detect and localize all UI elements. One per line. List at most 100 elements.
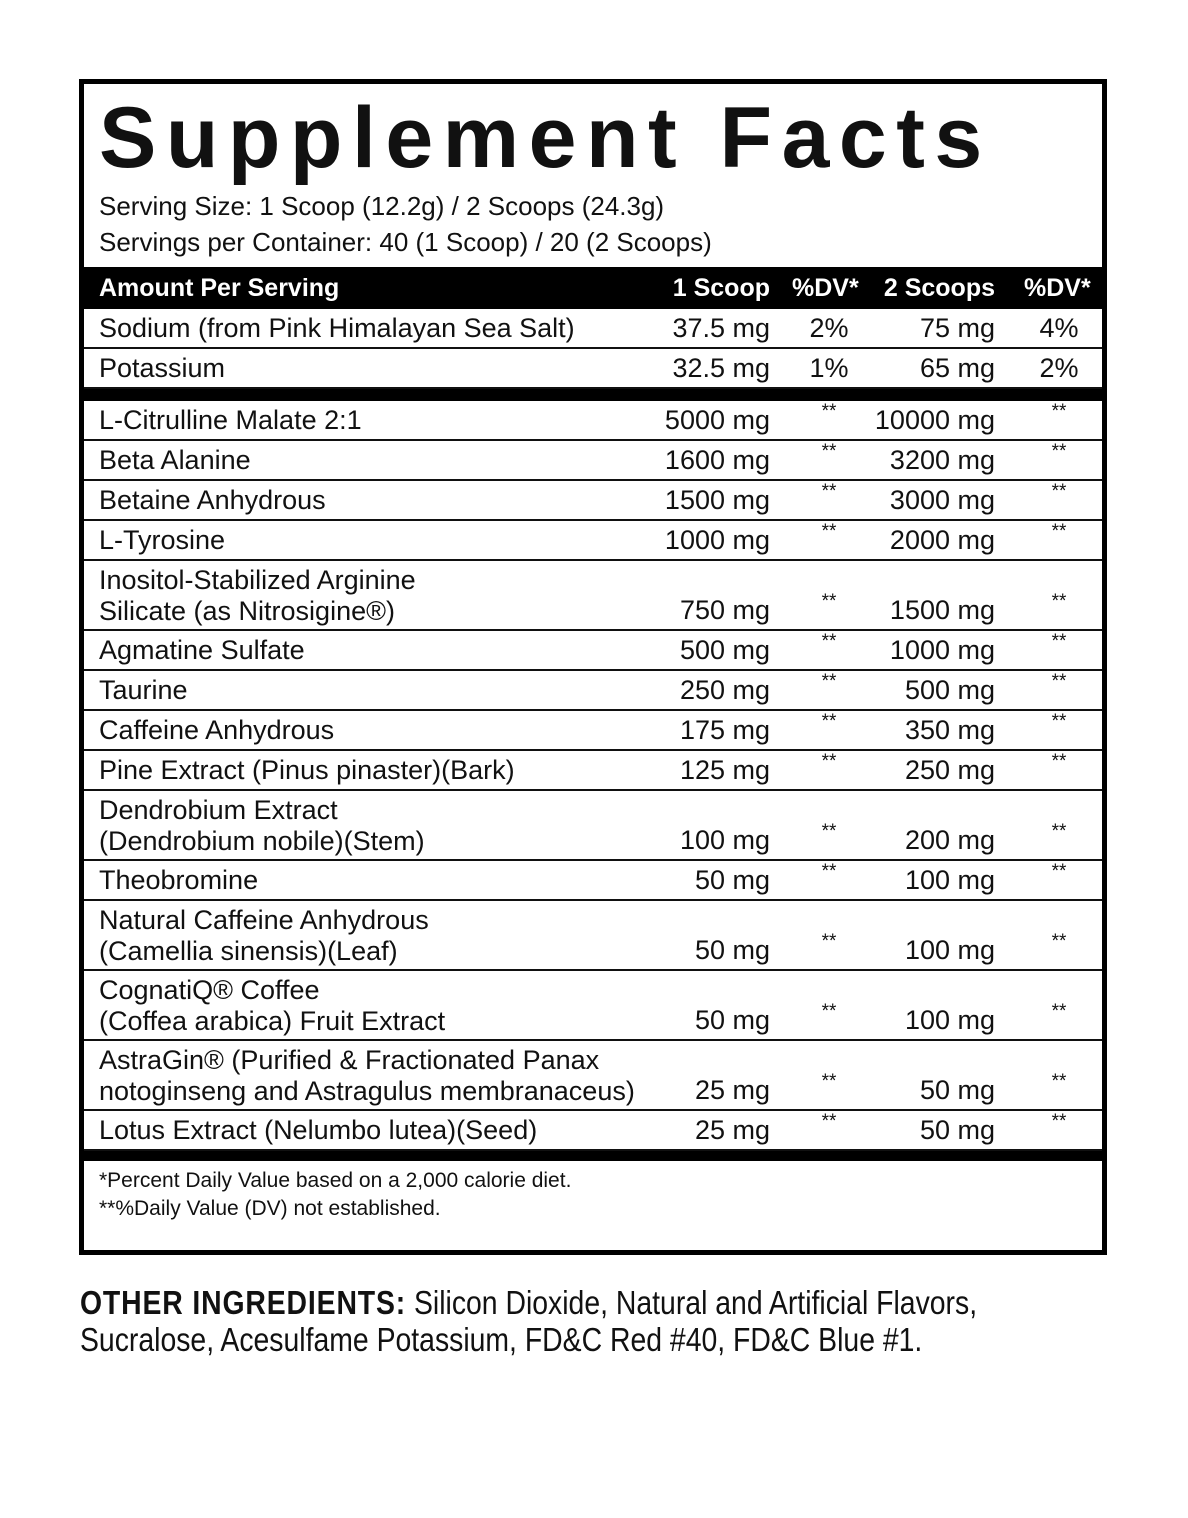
- footnote-dv: *Percent Daily Value based on a 2,000 ca…: [99, 1169, 572, 1192]
- table-row: Theobromine 50 mg ** 100 mg **: [84, 861, 1102, 901]
- ingredient-name-line: Caffeine Anhydrous: [99, 715, 335, 745]
- table-row: Natural Caffeine Anhydrous (Camellia sine…: [84, 901, 1102, 971]
- amount-1-scoop: 37.5 mg: [672, 313, 770, 343]
- ingredient-name: Lotus Extract (Nelumbo lutea)(Seed): [99, 1115, 537, 1146]
- dv-1-scoop: **: [821, 631, 837, 652]
- ingredient-name-line: Dendrobium Extract: [99, 795, 338, 825]
- table-row: CognatiQ® Coffee (Coffea arabica) Fruit E…: [84, 971, 1102, 1041]
- amount-1-scoop: 1000 mg: [664, 525, 770, 555]
- dv-1-scoop: **: [821, 821, 837, 842]
- table-row: Beta Alanine 1600 mg ** 3200 mg **: [84, 441, 1102, 481]
- ingredient-name: Agmatine Sulfate: [99, 635, 305, 666]
- ingredient-name-line: AstraGin® (Purified & Fractionated Panax: [99, 1045, 600, 1075]
- dv-1-scoop: **: [821, 711, 837, 732]
- table-row: Dendrobium Extract (Dendrobium nobile)(St…: [84, 791, 1102, 861]
- other-ingredients: OTHER INGREDIENTS: Silicon Dioxide, Natu…: [80, 1284, 977, 1358]
- dv-2-scoops: **: [1051, 711, 1067, 732]
- ingredient-name: L-Tyrosine: [99, 525, 225, 556]
- ingredient-name-line: Beta Alanine: [99, 445, 251, 475]
- ingredient-name: Taurine: [99, 675, 188, 706]
- amount-1-scoop: 500 mg: [679, 635, 770, 665]
- table-row: AstraGin® (Purified & Fractionated Panax…: [84, 1041, 1102, 1111]
- ingredient-name: Dendrobium Extract (Dendrobium nobile)(St…: [99, 795, 425, 857]
- amount-2-scoops: 100 mg: [904, 1005, 995, 1035]
- amount-1-scoop: 750 mg: [679, 595, 770, 625]
- amount-1-scoop: 25 mg: [694, 1115, 770, 1145]
- minerals-section: Sodium (from Pink Himalayan Sea Salt) 37.…: [84, 309, 1102, 389]
- amount-1-scoop: 1600 mg: [664, 445, 770, 475]
- amount-2-scoops: 1500 mg: [889, 595, 995, 625]
- ingredient-name-line: notoginseng and Astragulus membranaceus): [99, 1076, 635, 1106]
- amount-1-scoop: 250 mg: [679, 675, 770, 705]
- table-row: Pine Extract (Pinus pinaster)(Bark) 125 m…: [84, 751, 1102, 791]
- dv-1-scoop: **: [821, 441, 837, 462]
- dv-1-scoop: **: [821, 521, 837, 542]
- dv-2-scoops: **: [1051, 441, 1067, 462]
- dv-1-scoop: **: [821, 751, 837, 772]
- ingredient-name-line: (Camellia sinensis)(Leaf): [99, 936, 398, 966]
- table-row: Potassium 32.5 mg 1% 65 mg 2%: [84, 349, 1102, 389]
- dv-2-scoops: **: [1051, 1071, 1067, 1092]
- ingredient-name-line: Taurine: [99, 675, 188, 705]
- amount-2-scoops: 10000 mg: [874, 405, 995, 435]
- amount-1-scoop: 1500 mg: [664, 485, 770, 515]
- ingredient-name: Beta Alanine: [99, 445, 251, 476]
- ingredient-name-line: CognatiQ® Coffee: [99, 975, 320, 1005]
- dv-2-scoops: **: [1051, 1111, 1067, 1132]
- amount-1-scoop: 50 mg: [694, 1005, 770, 1035]
- panel-title: Supplement Facts: [99, 90, 992, 186]
- dv-2-scoops: **: [1051, 671, 1067, 692]
- ingredient-name: Potassium: [99, 353, 225, 384]
- ingredient-name-line: Sodium (from Pink Himalayan Sea Salt): [99, 313, 575, 343]
- ingredient-name-line: Natural Caffeine Anhydrous: [99, 905, 429, 935]
- header-1-scoop: 1 Scoop: [672, 274, 770, 302]
- amount-1-scoop: 32.5 mg: [672, 353, 770, 383]
- amount-1-scoop: 25 mg: [694, 1075, 770, 1105]
- header-amount: Amount Per Serving: [99, 274, 340, 302]
- amount-2-scoops: 65 mg: [919, 353, 995, 383]
- amount-2-scoops: 500 mg: [904, 675, 995, 705]
- dv-2-scoops: **: [1051, 861, 1067, 882]
- dv-1-scoop: 2%: [809, 313, 849, 343]
- ingredient-name: CognatiQ® Coffee (Coffea arabica) Fruit E…: [99, 975, 445, 1037]
- amount-2-scoops: 1000 mg: [889, 635, 995, 665]
- ingredient-name: Betaine Anhydrous: [99, 485, 326, 516]
- other-ingredients-label: OTHER INGREDIENTS:: [80, 1284, 407, 1321]
- section-divider: [84, 389, 1102, 401]
- dv-2-scoops: **: [1051, 931, 1067, 952]
- ingredient-name: Caffeine Anhydrous: [99, 715, 334, 746]
- ingredient-name: Inositol-Stabilized Arginine Silicate (as…: [99, 565, 416, 627]
- ingredient-name: Theobromine: [99, 865, 258, 896]
- amount-2-scoops: 100 mg: [904, 865, 995, 895]
- ingredient-name-line: Theobromine: [99, 865, 259, 895]
- dv-1-scoop: **: [821, 481, 837, 502]
- table-row: L-Tyrosine 1000 mg ** 2000 mg **: [84, 521, 1102, 561]
- other-ingredients-line2: Sucralose, Acesulfame Potassium, FD&C Re…: [80, 1321, 923, 1358]
- amount-2-scoops: 2000 mg: [889, 525, 995, 555]
- ingredients-section: L-Citrulline Malate 2:1 5000 mg ** 10000 mg…: [84, 401, 1102, 1151]
- ingredient-name-line: Pine Extract (Pinus pinaster)(Bark): [99, 755, 515, 785]
- dv-1-scoop: **: [821, 1071, 837, 1092]
- dv-2-scoops: **: [1051, 481, 1067, 502]
- table-row: Sodium (from Pink Himalayan Sea Salt) 37.…: [84, 309, 1102, 349]
- ingredient-name-line: L-Tyrosine: [99, 525, 226, 555]
- dv-2-scoops: **: [1051, 821, 1067, 842]
- amount-2-scoops: 350 mg: [904, 715, 995, 745]
- dv-1-scoop: **: [821, 931, 837, 952]
- ingredient-name: Natural Caffeine Anhydrous (Camellia sine…: [99, 905, 429, 967]
- table-row: Lotus Extract (Nelumbo lutea)(Seed) 25 mg…: [84, 1111, 1102, 1151]
- dv-1-scoop: **: [821, 861, 837, 882]
- ingredient-name-line: Potassium: [99, 353, 226, 383]
- dv-2-scoops: **: [1051, 591, 1067, 612]
- serving-size: Serving Size: 1 Scoop (12.2g) / 2 Scoops…: [99, 191, 665, 221]
- footnote-not-established: **%Daily Value (DV) not established.: [99, 1197, 441, 1220]
- ingredient-name: L-Citrulline Malate 2:1: [99, 405, 362, 436]
- amount-1-scoop: 125 mg: [679, 755, 770, 785]
- table-row: Agmatine Sulfate 500 mg ** 1000 mg **: [84, 631, 1102, 671]
- ingredient-name: AstraGin® (Purified & Fractionated Panax…: [99, 1045, 635, 1107]
- amount-2-scoops: 250 mg: [904, 755, 995, 785]
- dv-2-scoops: **: [1051, 401, 1067, 422]
- dv-2-scoops: **: [1051, 1001, 1067, 1022]
- header-dv2: %DV*: [1024, 274, 1091, 302]
- header-2-scoops: 2 Scoops: [883, 274, 995, 302]
